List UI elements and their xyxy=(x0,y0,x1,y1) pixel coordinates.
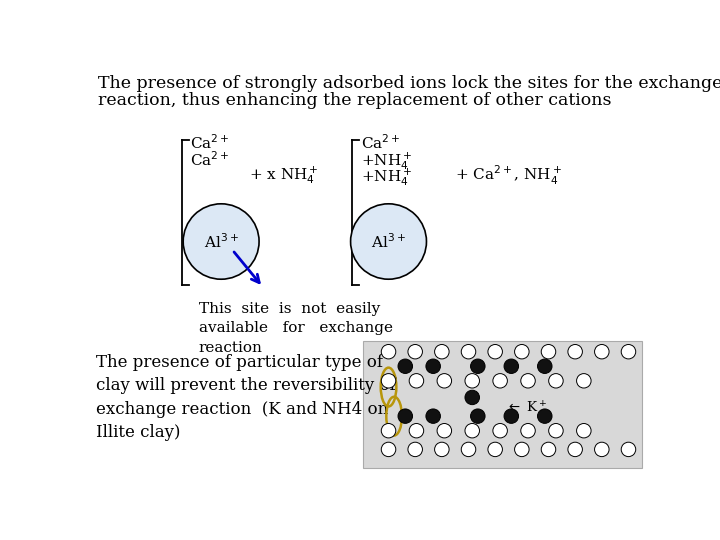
Ellipse shape xyxy=(426,359,441,374)
Ellipse shape xyxy=(471,409,485,423)
Text: $\leftarrow$ K$^+$: $\leftarrow$ K$^+$ xyxy=(505,400,546,415)
Ellipse shape xyxy=(515,442,529,457)
Ellipse shape xyxy=(595,345,609,359)
Ellipse shape xyxy=(462,442,476,457)
Ellipse shape xyxy=(435,442,449,457)
Ellipse shape xyxy=(465,374,480,388)
Text: The presence of particular type of
clay will prevent the reversibility of
exchan: The presence of particular type of clay … xyxy=(96,354,395,441)
Ellipse shape xyxy=(382,423,396,438)
Ellipse shape xyxy=(382,374,396,388)
Text: Ca$^{2+}$: Ca$^{2+}$ xyxy=(190,133,230,152)
Ellipse shape xyxy=(351,204,426,279)
Ellipse shape xyxy=(408,345,423,359)
Text: This  site  is  not  easily
available   for   exchange
reaction: This site is not easily available for ex… xyxy=(199,302,393,355)
Text: Al$^{3+}$: Al$^{3+}$ xyxy=(371,232,406,251)
Text: +NH$_4^+$: +NH$_4^+$ xyxy=(361,150,412,172)
Text: + Ca$^{2+}$, NH$_4^+$: + Ca$^{2+}$, NH$_4^+$ xyxy=(456,164,563,187)
Ellipse shape xyxy=(595,442,609,457)
Ellipse shape xyxy=(549,374,563,388)
Ellipse shape xyxy=(409,374,423,388)
Ellipse shape xyxy=(541,345,556,359)
Ellipse shape xyxy=(568,345,582,359)
Text: Al$^{3+}$: Al$^{3+}$ xyxy=(204,232,238,251)
Ellipse shape xyxy=(462,345,476,359)
Ellipse shape xyxy=(437,374,451,388)
Ellipse shape xyxy=(577,423,591,438)
Text: The presence of strongly adsorbed ions lock the sites for the exchange: The presence of strongly adsorbed ions l… xyxy=(98,75,720,92)
Ellipse shape xyxy=(541,442,556,457)
Ellipse shape xyxy=(398,359,413,374)
Ellipse shape xyxy=(437,423,451,438)
Ellipse shape xyxy=(504,359,518,374)
Ellipse shape xyxy=(568,442,582,457)
Ellipse shape xyxy=(549,423,563,438)
Ellipse shape xyxy=(621,442,636,457)
Ellipse shape xyxy=(382,345,396,359)
Ellipse shape xyxy=(577,374,591,388)
Ellipse shape xyxy=(521,423,535,438)
Ellipse shape xyxy=(504,409,518,423)
Ellipse shape xyxy=(621,345,636,359)
Ellipse shape xyxy=(398,409,413,423)
Ellipse shape xyxy=(538,359,552,374)
Text: +NH$_4^+$: +NH$_4^+$ xyxy=(361,167,412,188)
Text: Ca$^{2+}$: Ca$^{2+}$ xyxy=(361,133,400,152)
Ellipse shape xyxy=(493,374,508,388)
Ellipse shape xyxy=(493,423,508,438)
Ellipse shape xyxy=(488,442,503,457)
Bar xyxy=(364,341,642,468)
Text: reaction, thus enhancing the replacement of other cations: reaction, thus enhancing the replacement… xyxy=(98,92,611,109)
Ellipse shape xyxy=(471,359,485,374)
Ellipse shape xyxy=(426,409,441,423)
Text: Ca$^{2+}$: Ca$^{2+}$ xyxy=(190,150,230,168)
Ellipse shape xyxy=(435,345,449,359)
Ellipse shape xyxy=(382,442,396,457)
Ellipse shape xyxy=(521,374,535,388)
Ellipse shape xyxy=(183,204,259,279)
Ellipse shape xyxy=(465,390,480,404)
Ellipse shape xyxy=(538,409,552,423)
Ellipse shape xyxy=(409,423,423,438)
Ellipse shape xyxy=(408,442,423,457)
Ellipse shape xyxy=(515,345,529,359)
Ellipse shape xyxy=(488,345,503,359)
Ellipse shape xyxy=(465,423,480,438)
Text: + x NH$_4^+$: + x NH$_4^+$ xyxy=(249,164,319,186)
